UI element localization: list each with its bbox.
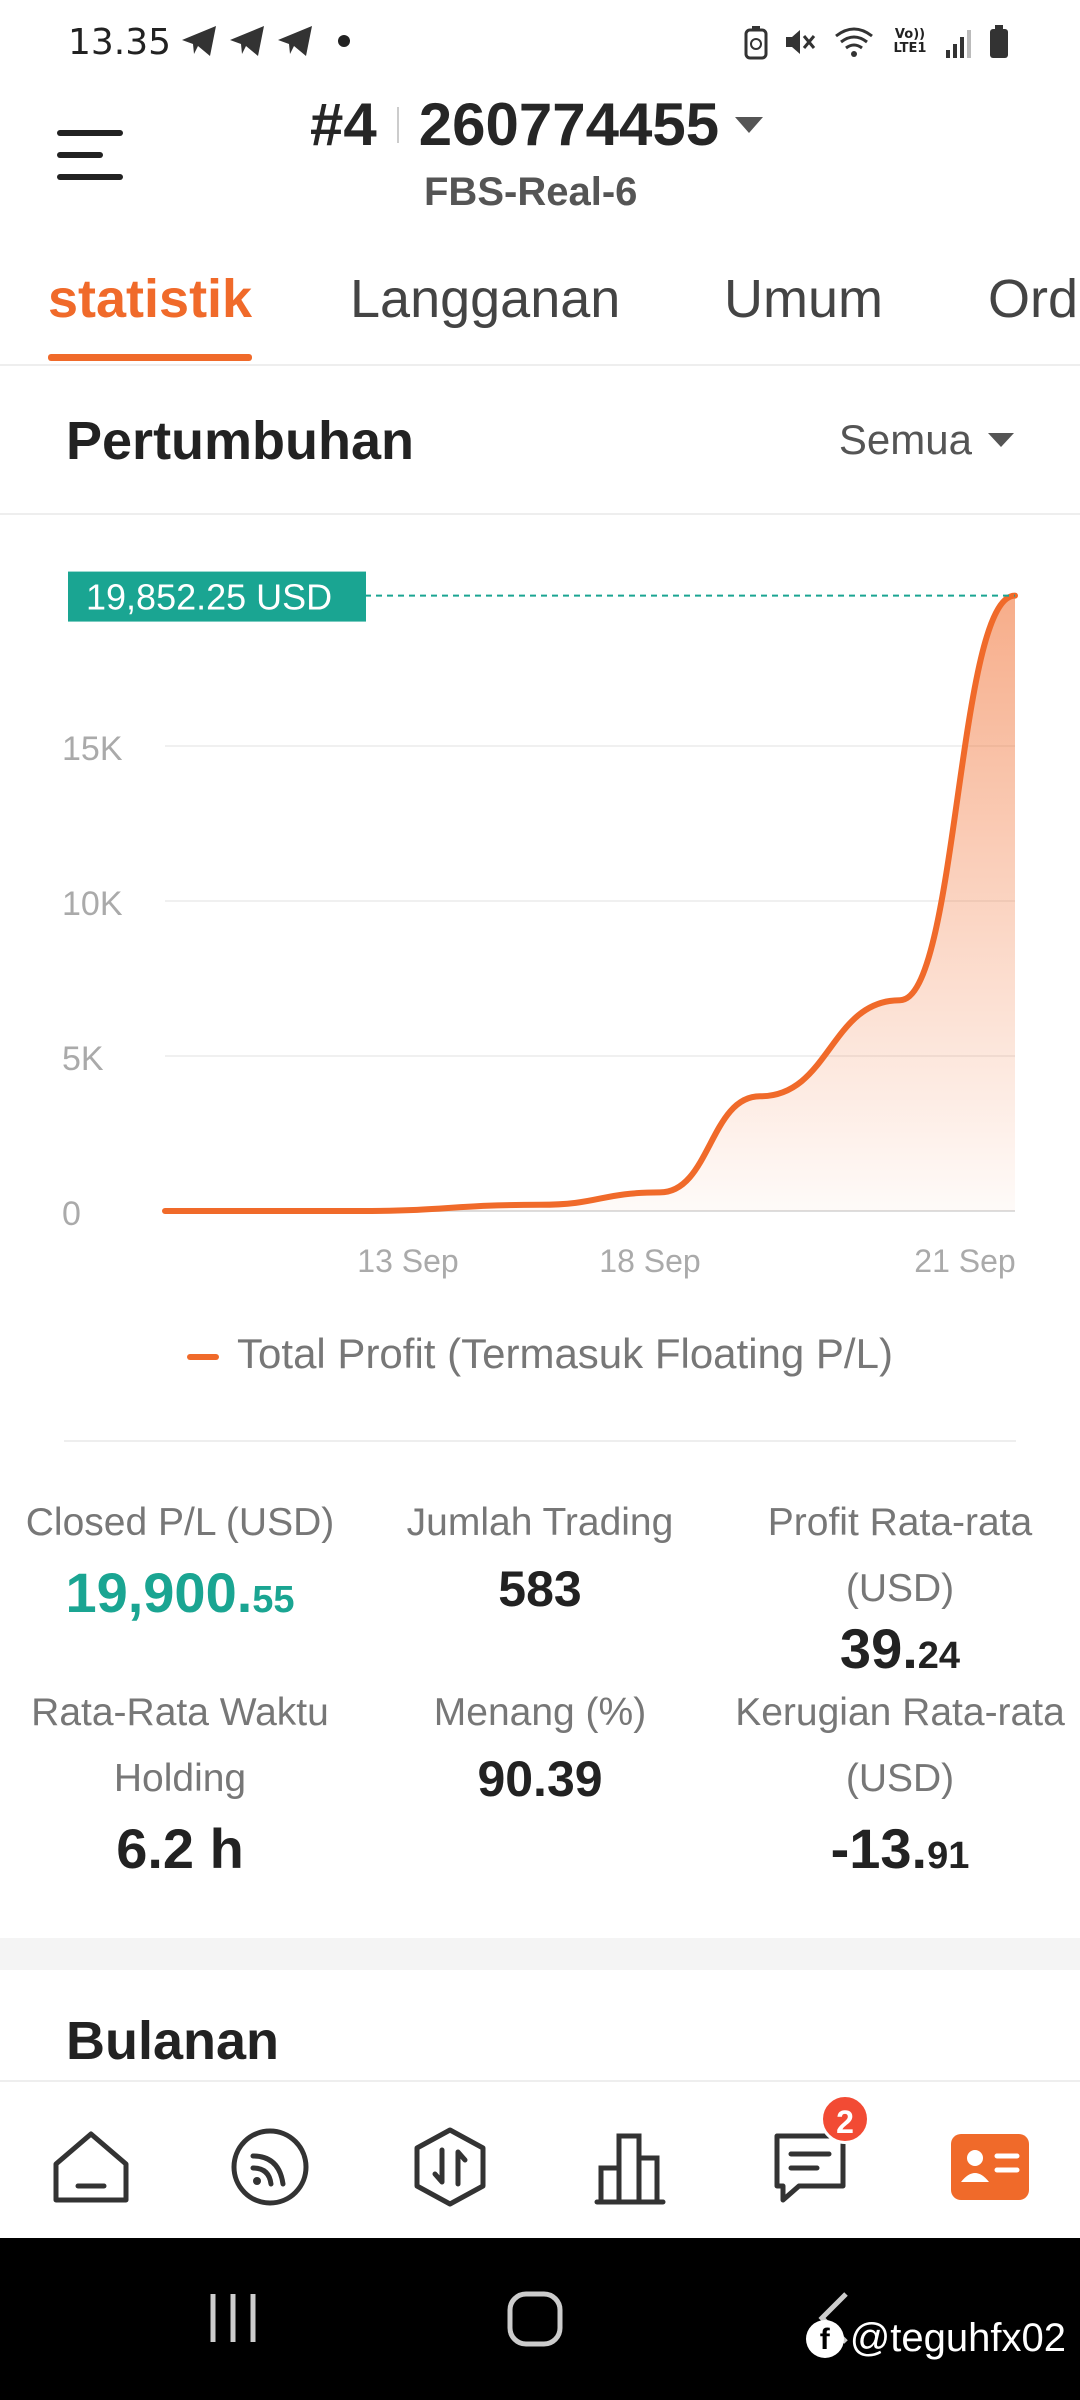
- stat-total-trades: Jumlah Trading 583: [360, 1490, 720, 1618]
- chevron-down-icon: [988, 433, 1014, 447]
- stat-label-line2: Holding: [113, 1757, 247, 1800]
- telegram-icon: [230, 26, 264, 56]
- wifi-icon: [835, 27, 873, 57]
- telegram-icon: [278, 26, 312, 56]
- account-number: #4: [310, 91, 377, 158]
- stat-value: 6.2 h: [116, 1817, 244, 1880]
- x-tick-label: 18 Sep: [599, 1243, 700, 1279]
- menu-icon[interactable]: [55, 120, 125, 190]
- battery-saver-icon: [744, 26, 768, 60]
- stat-value: 90.39: [477, 1751, 603, 1807]
- more-notifications-dot-icon: [338, 35, 350, 47]
- mute-icon: [786, 30, 816, 54]
- latest-value-badge: [68, 571, 366, 622]
- stat-label-unit: (USD): [845, 1567, 955, 1610]
- tab-orders[interactable]: Ord: [988, 269, 1079, 329]
- stat-value: -13.91: [830, 1817, 970, 1880]
- stat-avg-profit: Profit Rata-rata (USD) 39.24: [720, 1490, 1080, 1681]
- stat-value: 39.24: [839, 1617, 961, 1680]
- telegram-icon: [182, 26, 216, 56]
- system-status-icons: Vo)) LTE1: [744, 22, 1010, 62]
- chevron-down-icon: [735, 116, 764, 133]
- period-filter-label: Semua: [838, 416, 972, 463]
- divider: [64, 1440, 1016, 1442]
- account-id: 260774455: [418, 91, 720, 158]
- home-icon[interactable]: [48, 2124, 134, 2210]
- tab-langganan[interactable]: Langganan: [350, 269, 621, 329]
- stat-value: 583: [498, 1561, 582, 1617]
- watermark: f @teguhfx02: [805, 2316, 1066, 2361]
- legend-label: Total Profit (Termasuk Floating P/L): [237, 1330, 893, 1377]
- status-bar: 13.35 Vo)) LTE1: [0, 0, 1080, 90]
- y-tick-label: 15K: [62, 730, 123, 768]
- facebook-icon: f: [805, 2319, 844, 2358]
- app-header: #4 260774455 FBS-Real-6: [0, 90, 1080, 240]
- tab-statistik[interactable]: statistik: [48, 269, 253, 329]
- stat-label: Menang (%): [433, 1691, 647, 1734]
- chart-bars-icon[interactable]: [587, 2124, 673, 2210]
- signal-icon: [946, 30, 971, 58]
- account-selector[interactable]: #4 260774455: [310, 90, 764, 159]
- section-gap: [0, 1938, 1080, 1970]
- stat-label: Jumlah Trading: [406, 1501, 674, 1544]
- watermark-text: @teguhfx02: [849, 2316, 1066, 2360]
- chart-legend: Total Profit (Termasuk Floating P/L): [0, 1330, 1080, 1378]
- y-tick-label: 10K: [62, 885, 123, 923]
- monthly-title: Bulanan: [66, 2011, 280, 2071]
- stat-label: Kerugian Rata-rata: [735, 1691, 1065, 1734]
- status-time: 13.35: [68, 22, 172, 63]
- y-tick-label: 0: [62, 1195, 81, 1233]
- growth-title: Pertumbuhan: [66, 411, 415, 471]
- messages-icon[interactable]: [767, 2124, 853, 2210]
- volte-icon: Vo)) LTE1: [893, 27, 927, 56]
- period-filter-dropdown[interactable]: Semua: [839, 416, 1014, 464]
- battery-icon: [990, 25, 1008, 58]
- stat-label: Rata-Rata Waktu: [31, 1691, 329, 1734]
- growth-header: Pertumbuhan Semua: [0, 380, 1080, 515]
- profile-card-icon[interactable]: [947, 2124, 1033, 2210]
- recent-apps-icon[interactable]: [205, 2290, 261, 2346]
- legend-swatch: [187, 1353, 220, 1360]
- message-count-badge: 2: [820, 2094, 870, 2144]
- home-button-icon[interactable]: [506, 2290, 564, 2348]
- stat-label-unit: (USD): [845, 1757, 955, 1800]
- tab-umum[interactable]: Umum: [724, 269, 883, 329]
- bottom-navigation: 2: [0, 2080, 1080, 2238]
- account-server: FBS-Real-6: [424, 170, 638, 214]
- profit-line: [162, 592, 1018, 1215]
- y-tick-label: 5K: [62, 1040, 104, 1078]
- tab-bar: statistik Langganan Umum Ord: [0, 258, 1080, 366]
- stat-win-rate: Menang (%) 90.39: [360, 1680, 720, 1808]
- stat-avg-holding: Rata-Rata Waktu Holding 6.2 h: [0, 1680, 360, 1881]
- x-tick-label: 21 Sep: [914, 1243, 1015, 1279]
- profit-area: [165, 595, 1015, 1211]
- latest-value-label: 19,852.25 USD: [86, 577, 332, 618]
- notification-icons: [180, 24, 350, 58]
- stat-label: Closed P/L (USD): [25, 1501, 335, 1544]
- account-separator: [396, 106, 399, 143]
- growth-chart[interactable]: 0 5K 10K 15K 19,852.25 USD 13 Sep 18 Sep 21 Sep: [0, 520, 1080, 1300]
- stat-value: 19,900.55: [65, 1561, 295, 1624]
- stat-avg-loss: Kerugian Rata-rata (USD) -13.91: [720, 1680, 1080, 1881]
- stat-label: Profit Rata-rata: [767, 1501, 1033, 1544]
- feed-icon[interactable]: [227, 2124, 313, 2210]
- x-tick-label: 13 Sep: [357, 1243, 458, 1279]
- trade-icon[interactable]: [407, 2124, 493, 2210]
- stat-closed-pl: Closed P/L (USD) 19,900.55: [0, 1490, 360, 1625]
- active-tab-indicator: [48, 354, 252, 361]
- system-navigation-bar: f @teguhfx02: [0, 2238, 1080, 2400]
